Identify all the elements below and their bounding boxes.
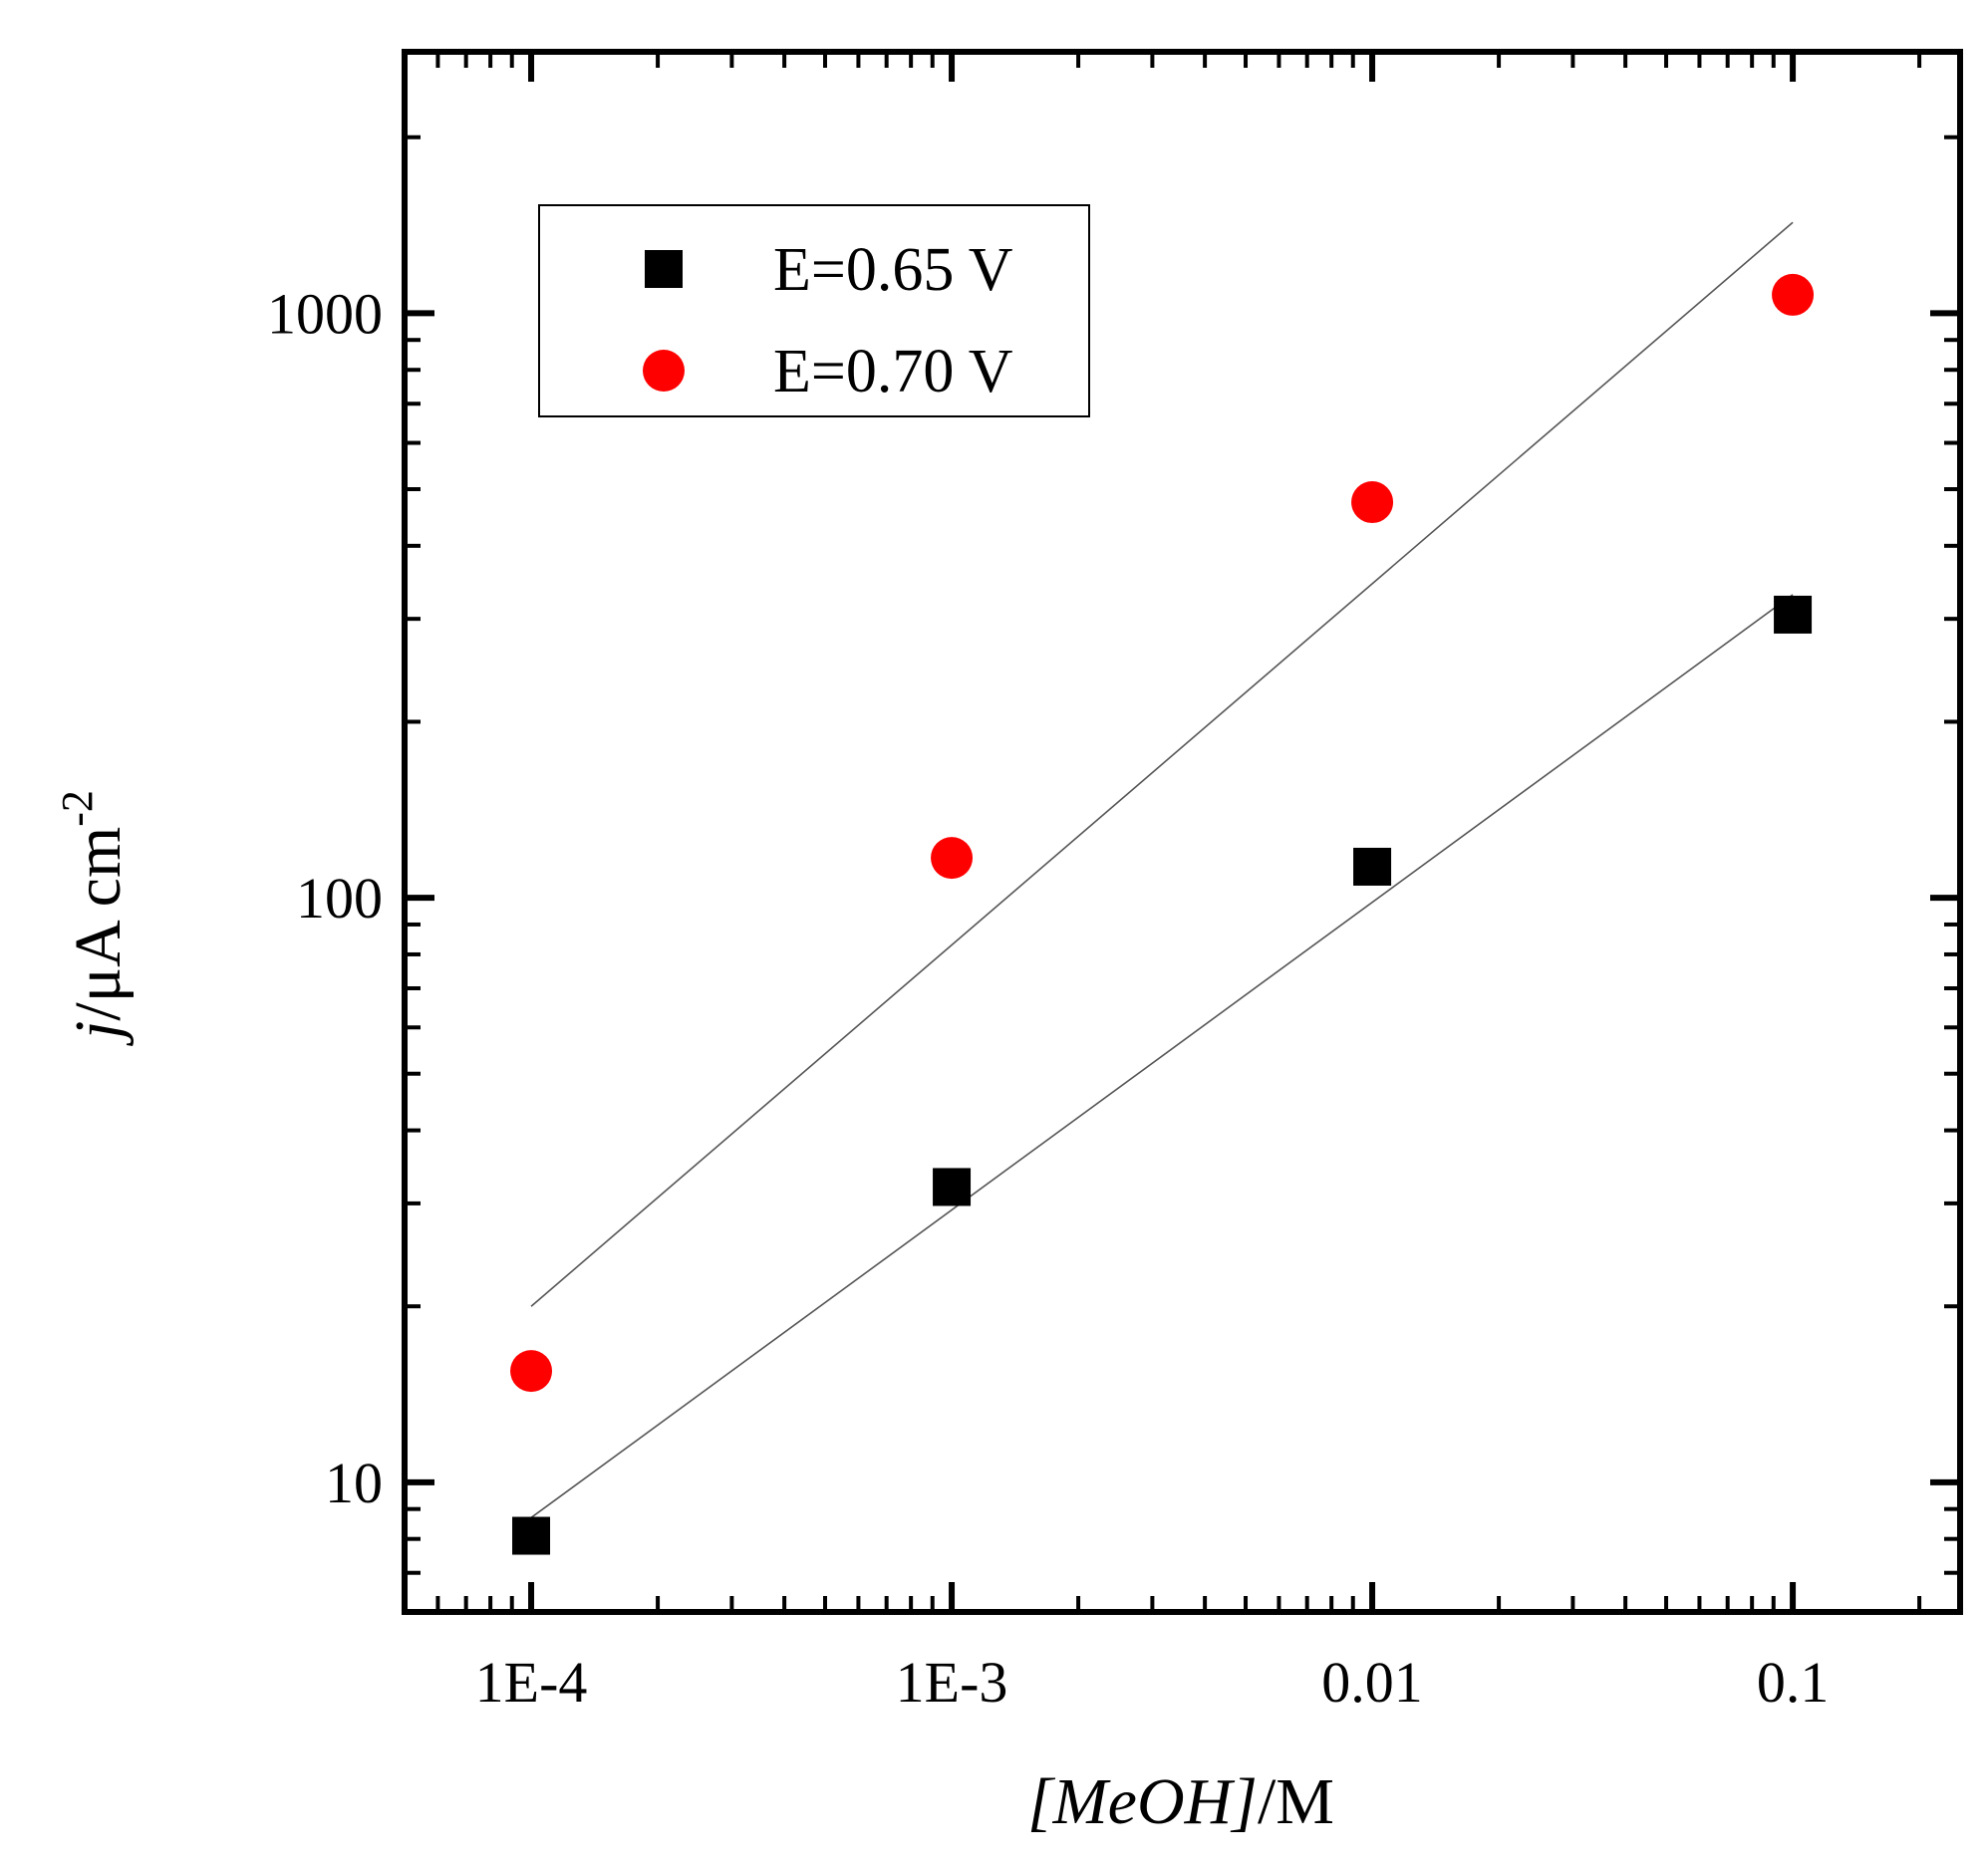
- data-point-square: [933, 1168, 972, 1206]
- fit-line: [530, 221, 1794, 1307]
- data-point-square: [512, 1516, 551, 1555]
- data-point-circle: [1772, 273, 1815, 316]
- y-tick-label: 100: [296, 866, 383, 931]
- legend-marker-square: [645, 250, 683, 288]
- x-axis-title: [MeOH]/M: [1027, 1765, 1334, 1838]
- y-axis-title: j/μA cm-2: [53, 790, 135, 1047]
- fit-line: [530, 594, 1794, 1518]
- x-tick-label: 1E-3: [896, 1650, 1008, 1715]
- x-axis-title-units: /M: [1258, 1765, 1334, 1838]
- data-point-square: [1774, 595, 1813, 634]
- y-axis-title-italic: j: [62, 1021, 135, 1047]
- legend-marker-circle: [643, 350, 685, 392]
- data-point-circle: [510, 1350, 553, 1393]
- x-axis-title-italic: [MeOH]: [1027, 1765, 1258, 1838]
- legend: E=0.65 V E=0.70 V: [538, 204, 1090, 417]
- legend-box: [538, 204, 1090, 417]
- y-tick-label: 10: [325, 1451, 383, 1515]
- x-tick-label: 0.01: [1321, 1650, 1423, 1715]
- data-point-square: [1353, 847, 1392, 886]
- plot-frame: [402, 49, 1963, 1615]
- data-points-layer: [510, 273, 1815, 1555]
- x-tick-label: 0.1: [1757, 1650, 1830, 1715]
- y-axis-title-superscript: -2: [53, 790, 102, 827]
- data-point-circle: [1351, 481, 1394, 524]
- fit-lines-layer: [530, 221, 1794, 1518]
- ticks-layer: 1E-4 1E-3 0.01 0.1 10 100 1000: [267, 52, 1960, 1715]
- x-tick-label: 1E-4: [475, 1650, 588, 1715]
- legend-label: E=0.70 V: [773, 338, 1013, 405]
- y-tick-label: 1000: [267, 281, 383, 346]
- y-axis-title-units: /μA cm: [62, 827, 135, 1021]
- legend-label: E=0.65 V: [773, 236, 1013, 304]
- data-point-circle: [931, 837, 974, 880]
